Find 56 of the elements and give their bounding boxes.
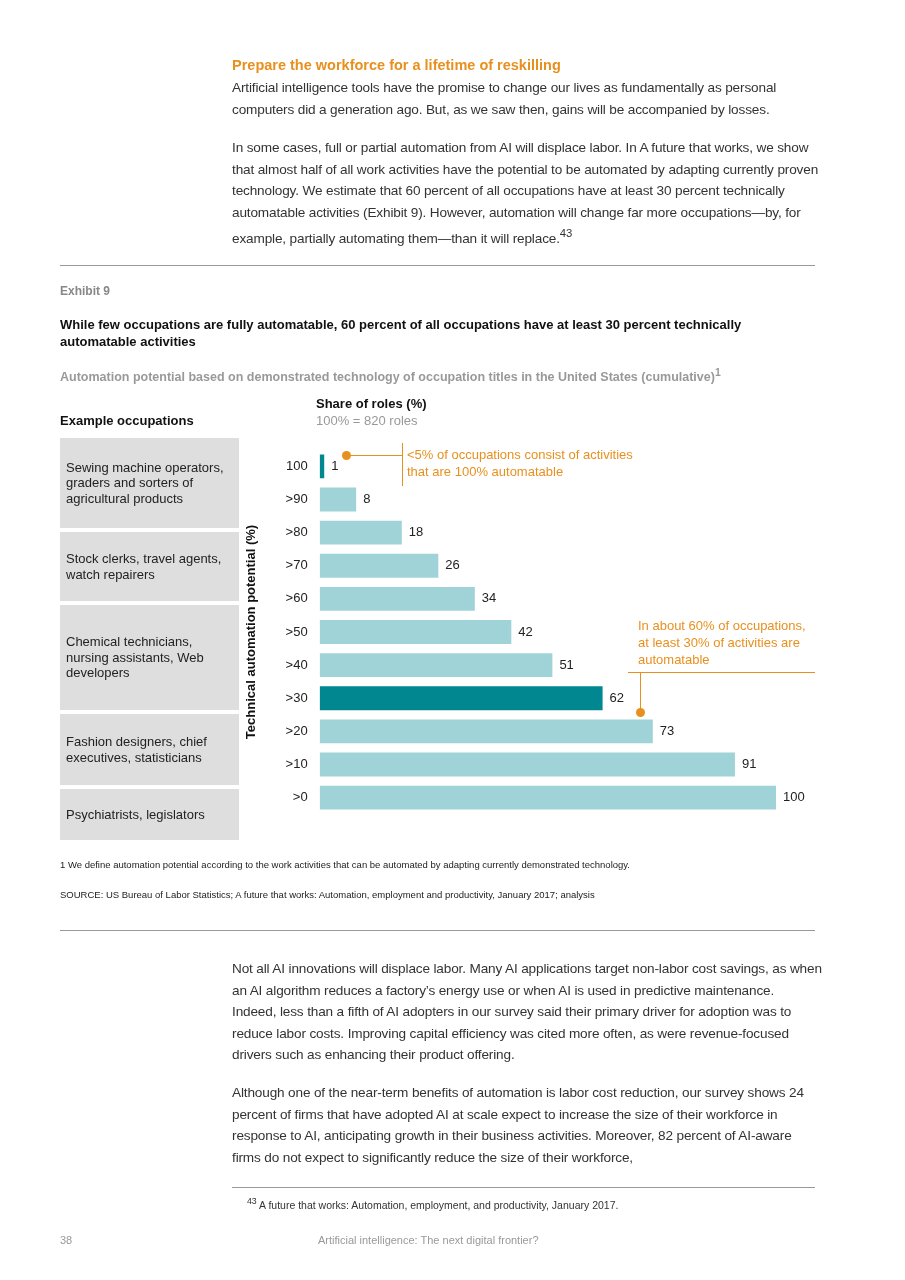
text: Share of roles (%) [316, 396, 427, 411]
text: Not all AI innovations will displace labor. Many AI applications target non-labor cost savings, as when an AI algorithm reduces a factory’s energy use or when AI is used in predictive maintenance. Indeed, less than a fifth of AI adopters in our survey said their primary driver for adoption was to reduce labor costs. Improving capital efficiency was cited more often, as were revenue-focused drivers such as enhancing their product offering. [232, 960, 822, 1064]
data-label: 26 [445, 557, 460, 573]
data-label: 1 [331, 457, 339, 473]
text: Psychiatrists, legislators [60, 789, 239, 840]
bar [319, 785, 776, 810]
text: 38 [60, 1234, 73, 1246]
text: In some cases, full or partial automation from AI will displace labor. In A future that works, we show that almost half of all work activities have the potential to be automated by adapting currently proven technology. We estimate that 60 percent of all occupations have at least 30 percent technically automatable activities (Exhibit 9). However, automation will change far more occupations—by, for example, partially automating them—than it will replace.$^{43}$ [232, 139, 820, 248]
y-tick-label: >20 [285, 722, 308, 738]
data-label: 100 [783, 789, 805, 805]
y-tick-label: >70 [285, 557, 308, 573]
bar [319, 553, 439, 578]
text: 1 We define automation potential according to the work activities that can be automated by adapting currently demonstrated technology. [60, 859, 630, 870]
bar [319, 520, 402, 545]
text: Chemical technicians, nursing assistants, Web developers [60, 605, 239, 710]
text: Artificial intelligence: The next digital frontier? [318, 1234, 539, 1246]
text: $^{43}$ A future that works: Automation, employment, and productivity, January 2017. [247, 1196, 619, 1211]
text: Fashion designers, chief executives, statisticians [60, 714, 239, 785]
bar [319, 487, 357, 512]
y-tick-label: 100 [285, 457, 308, 473]
text: 100% = 820 roles [316, 413, 418, 428]
bar [319, 686, 603, 711]
data-label: 62 [609, 689, 625, 705]
text: Prepare the workforce for a lifetime of reskilling [232, 57, 561, 73]
y-tick-label: >30 [285, 689, 308, 705]
y-tick-label: >40 [285, 656, 308, 672]
data-label: 8 [363, 491, 371, 507]
data-label: 91 [741, 756, 757, 772]
chart-title: While few occupations are fully automatable, 60 percent of all occupations have at least 30 percent technically automatable activities [60, 316, 743, 350]
text: Exhibit 9 [60, 284, 111, 298]
text: Stock clerks, travel agents, watch repairers [60, 532, 239, 601]
text: Although one of the near-term benefits of automation is labor cost reduction, our survey shows 24 percent of firms that have adopted AI at scale expect to increase the size of their workforce in response to AI, anticipating growth in their business activities. Moreover, 82 percent of AI-aware firms do not expect to significantly reduce the size of their workforce, [232, 1084, 805, 1167]
data-label: 51 [559, 656, 574, 672]
y-tick-label: >90 [285, 491, 308, 507]
bar [319, 752, 735, 777]
bar [319, 586, 475, 611]
y-tick-label: >80 [285, 524, 308, 540]
data-label: 73 [659, 722, 675, 738]
y-tick-label: >60 [285, 590, 308, 606]
y-tick-label: >10 [285, 756, 308, 772]
y-tick-label: >0 [292, 789, 308, 805]
text: Example occupations [60, 413, 194, 428]
bar [319, 719, 653, 744]
text: Sewing machine operators, graders and sorters of agricultural products [60, 438, 239, 528]
source-note: SOURCE: US Bureau of Labor Statistics; A future that works: Automation, employment and productivity, January 2017; analysis [60, 888, 596, 902]
data-label: 34 [481, 590, 497, 606]
data-label: 42 [518, 623, 533, 639]
text: Artificial intelligence tools have the promise to change our lives as fundamentally as personal computers did a generation ago. But, as we saw then, gains will be accompanied by losses. [232, 79, 778, 119]
y-tick-label: >50 [285, 623, 308, 639]
y-axis-title: Technical automation potential (%) [243, 524, 259, 740]
data-label: 18 [408, 524, 424, 540]
bar [319, 653, 553, 678]
annotation: <5% of occupations consist of activities that are 100% automatable [407, 446, 634, 480]
annotation: In about 60% of occupations, at least 30% of activities are automatable [638, 617, 807, 668]
chart-subtitle: Automation potential based on demonstrated technology of occupation titles in the United States (cumulative)$^{1}$ [60, 367, 722, 385]
bar [319, 620, 512, 644]
